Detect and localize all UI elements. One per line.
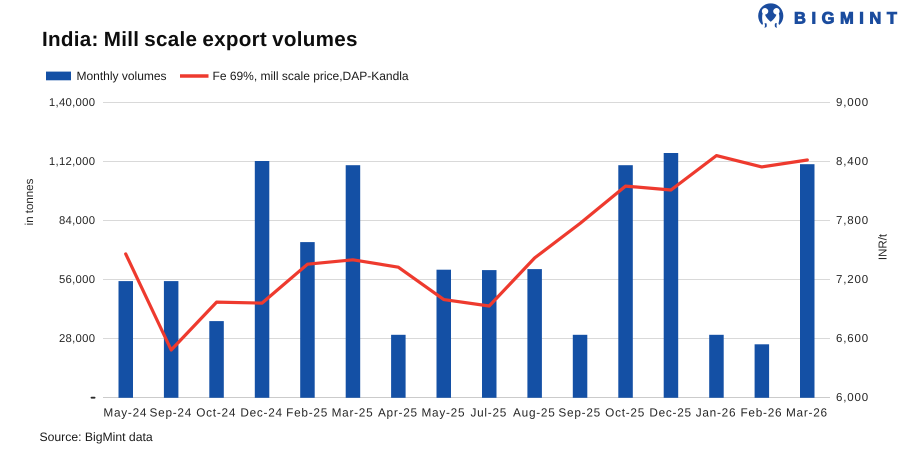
svg-text:Feb-26: Feb-26: [740, 406, 782, 420]
svg-text:Jul-25: Jul-25: [470, 406, 507, 420]
svg-text:Jan-26: Jan-26: [696, 406, 737, 420]
svg-text:Sep-25: Sep-25: [558, 406, 601, 420]
svg-text:7,800: 7,800: [836, 215, 869, 227]
svg-text:84,000: 84,000: [59, 215, 95, 227]
svg-text:1,40,000: 1,40,000: [49, 97, 95, 109]
svg-text:7,200: 7,200: [836, 274, 869, 286]
svg-text:May-24: May-24: [103, 406, 147, 420]
svg-text:Mar-26: Mar-26: [786, 406, 828, 420]
svg-text:8,400: 8,400: [836, 156, 869, 168]
svg-text:Oct-24: Oct-24: [196, 406, 236, 420]
svg-text:Source: BigMint data: Source: BigMint data: [40, 430, 153, 444]
svg-text:56,000: 56,000: [59, 274, 95, 286]
svg-text:Sep-24: Sep-24: [150, 406, 193, 420]
svg-text:India: Mill scale export volum: India: Mill scale export volumes: [42, 28, 358, 51]
svg-text:Fe 69%, mill scale price,DAP-K: Fe 69%, mill scale price,DAP-Kandla: [213, 69, 409, 83]
svg-text:BIGMINT: BIGMINT: [794, 10, 903, 28]
svg-text:9,000: 9,000: [836, 97, 869, 109]
svg-text:Monthly volumes: Monthly volumes: [77, 69, 167, 83]
svg-text:Dec-25: Dec-25: [649, 406, 692, 420]
svg-text:Dec-24: Dec-24: [240, 406, 283, 420]
svg-text:INR/t: INR/t: [878, 233, 890, 260]
svg-text:Apr-25: Apr-25: [378, 406, 418, 420]
svg-text:May-25: May-25: [421, 406, 465, 420]
svg-text:6,000: 6,000: [836, 392, 869, 404]
svg-text:Feb-25: Feb-25: [286, 406, 328, 420]
svg-text:1,12,000: 1,12,000: [49, 156, 95, 168]
svg-text:28,000: 28,000: [59, 333, 95, 345]
svg-text:Mar-25: Mar-25: [332, 406, 374, 420]
svg-text:Aug-25: Aug-25: [513, 406, 556, 420]
svg-text:6,600: 6,600: [836, 333, 869, 345]
svg-text:Oct-25: Oct-25: [605, 406, 645, 420]
svg-text:in tonnes: in tonnes: [24, 178, 36, 225]
